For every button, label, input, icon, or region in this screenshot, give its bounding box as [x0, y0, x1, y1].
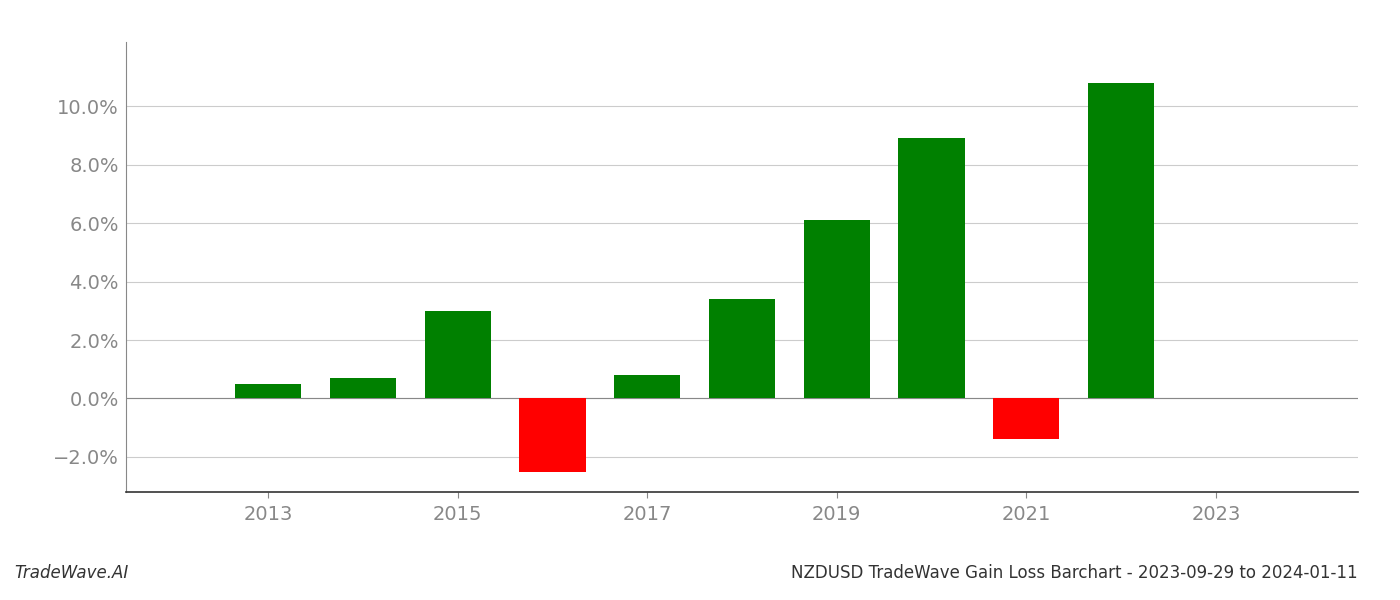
Bar: [804, 220, 869, 398]
Bar: [519, 398, 585, 472]
Bar: [424, 311, 491, 398]
Bar: [235, 384, 301, 398]
Bar: [330, 378, 396, 398]
Bar: [993, 398, 1060, 439]
Bar: [708, 299, 776, 398]
Bar: [1088, 83, 1154, 398]
Bar: [615, 375, 680, 398]
Text: NZDUSD TradeWave Gain Loss Barchart - 2023-09-29 to 2024-01-11: NZDUSD TradeWave Gain Loss Barchart - 20…: [791, 564, 1358, 582]
Text: TradeWave.AI: TradeWave.AI: [14, 564, 129, 582]
Bar: [899, 139, 965, 398]
